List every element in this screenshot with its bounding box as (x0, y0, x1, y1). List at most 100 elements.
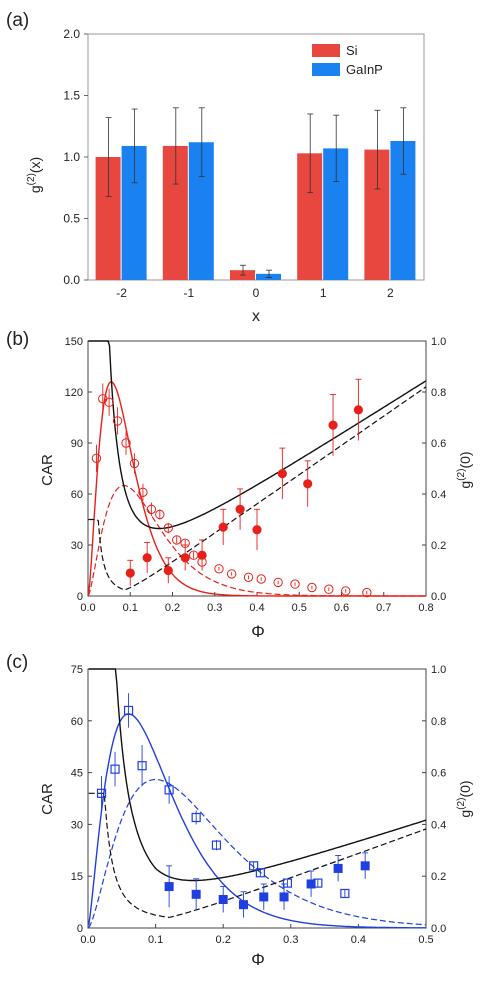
x-tick-label: 0.2 (165, 602, 180, 614)
y-tick-label-right: 0.0 (431, 591, 446, 603)
car-model-solid (87, 381, 426, 597)
y-tick-label-right: 0.4 (431, 489, 446, 501)
g2-point (197, 550, 207, 560)
g2-point (125, 568, 135, 578)
g2-point (238, 900, 248, 910)
car-point (340, 888, 350, 899)
bar (364, 149, 390, 280)
y-tick-label-left: 0 (77, 923, 83, 935)
x-tick-label: 0.5 (418, 934, 433, 946)
x-tick-label: 0.3 (283, 934, 298, 946)
x-tick-label: 0.4 (249, 602, 264, 614)
plot-frame (87, 340, 427, 597)
car-point (211, 840, 222, 850)
ylabel-argument: (x) (27, 157, 43, 173)
x-tick-label: -1 (183, 286, 194, 300)
y-tick-label-right: 0.8 (431, 387, 446, 399)
car-model-dashed (88, 778, 427, 928)
panel-b-chart: 0.0 0.1 0.2 0.3 0.4 0.5 0.6 0.7 0.8 0 30 60 90 120 150… (65, 336, 447, 614)
x-tick-label: 0.8 (418, 602, 433, 614)
panel-a-label: (a) (6, 10, 29, 31)
x-tick-label: 0.2 (216, 934, 231, 946)
car-point (110, 764, 120, 774)
car-point (146, 504, 157, 514)
y-tick-label: 1.0 (63, 150, 80, 164)
car-point (307, 582, 317, 593)
y-tick-label: 2.0 (63, 27, 80, 41)
y-tick-label-left: 15 (71, 871, 83, 883)
car-point (129, 458, 140, 469)
x-tick-label: 2 (387, 286, 394, 300)
g2-point (142, 553, 152, 563)
legend-label-si: Si (346, 43, 358, 58)
x-tick-label: 0.3 (207, 602, 222, 614)
y-tick-label-right: 1.0 (431, 664, 446, 676)
g2-point (277, 469, 287, 479)
g2-point (279, 892, 289, 902)
x-tick-label: 0 (253, 286, 260, 300)
x-tick-label: 0.4 (351, 934, 366, 946)
panel-a-ylabel: g(2)(x) (26, 157, 43, 193)
car-point (137, 761, 147, 771)
g2-point (259, 892, 269, 902)
g2-point (164, 882, 174, 892)
y-tick-label-left: 120 (65, 387, 83, 399)
g2-model-solid (88, 668, 427, 882)
ylabel-right-argument: (0) (457, 780, 473, 797)
panel-a-xlabel: x (252, 308, 260, 325)
x-tick-label: -2 (116, 286, 127, 300)
car-point (282, 878, 293, 888)
ylabel-right-superscript: (2) (456, 469, 467, 481)
car-point (138, 487, 148, 497)
x-tick-label: 0.5 (292, 602, 307, 614)
y-tick-label-left: 60 (71, 716, 83, 728)
x-tick-label: 0.7 (376, 602, 391, 614)
car-point (96, 788, 107, 798)
y-tick-label-left: 30 (71, 540, 83, 552)
panel-b-xlabel: Φ (251, 622, 265, 641)
bar (121, 145, 147, 280)
car-point (191, 812, 201, 823)
panel-a-legend: Si GaInP (312, 43, 383, 77)
car-point (104, 397, 114, 407)
y-tick-label: 0.0 (63, 273, 80, 287)
bar (95, 157, 121, 280)
car-point (249, 861, 259, 871)
y-tick-label-left: 0 (77, 591, 83, 603)
panel-b-ylabel-left: CAR (39, 454, 56, 486)
car-point (341, 586, 351, 596)
y-tick-label-right: 0.4 (431, 819, 446, 831)
bar (390, 141, 416, 280)
car-point (112, 416, 123, 426)
g2-point (333, 863, 343, 873)
g2-model-dashed (88, 792, 427, 919)
g2-point (163, 565, 173, 576)
car-point (362, 587, 372, 598)
panel-b-label: (b) (6, 329, 29, 350)
car-point (324, 584, 334, 594)
g2-point (306, 879, 316, 889)
plot-frame (87, 668, 427, 929)
car-point (155, 509, 165, 520)
y-tick-label-left: 60 (71, 489, 83, 501)
g2-point (191, 889, 201, 899)
legend-label-gainp: GaInP (346, 62, 383, 77)
g2-point (252, 525, 262, 535)
y-tick-label-left: 90 (71, 438, 83, 450)
ylabel-superscript: (2) (26, 173, 37, 185)
g2-point (218, 522, 228, 532)
car-point (214, 564, 224, 574)
panel-b-ylabel-right: g(2)(0) (456, 451, 473, 488)
g2-point (360, 861, 370, 871)
bar (256, 273, 281, 280)
y-tick-label-right: 0.2 (431, 871, 446, 883)
x-tick-label: 0.0 (80, 934, 95, 946)
y-tick-label-left: 45 (71, 768, 83, 780)
car-point (256, 574, 266, 584)
car-point (243, 572, 254, 582)
legend-swatch-si (312, 44, 340, 57)
ylabel-right-argument: (0) (457, 451, 473, 468)
panel-c-label: (c) (6, 652, 28, 673)
g2-point (353, 405, 363, 415)
